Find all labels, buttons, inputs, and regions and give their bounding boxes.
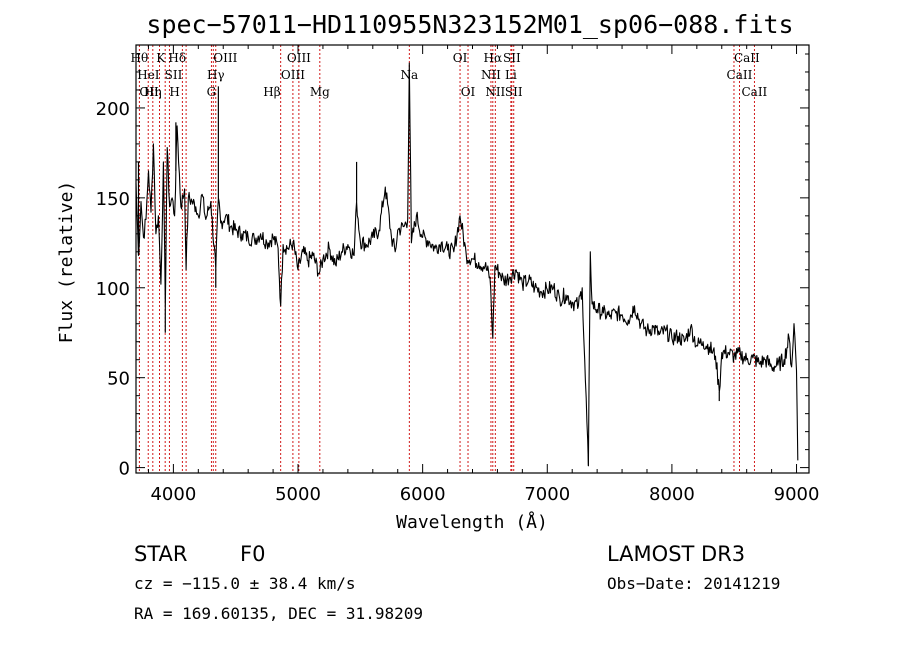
line-label-24: CaII bbox=[734, 51, 760, 65]
x-axis-ticks: 4000 5000 6000 7000 8000 9000 bbox=[147, 45, 820, 505]
line-label-7: Hδ bbox=[168, 51, 186, 65]
spectrum-line bbox=[135, 62, 799, 467]
coords-text: RA = 169.60135, DEC = 31.98209 bbox=[134, 604, 423, 623]
y-tick-label-1: 50 bbox=[107, 369, 130, 390]
line-label-21: Li bbox=[505, 68, 517, 82]
y-axis-ticks: 0 50 100 150 200 bbox=[96, 53, 809, 480]
line-markers bbox=[138, 45, 755, 473]
x-tick-label-5: 9000 bbox=[774, 484, 820, 505]
spectrum-spikes bbox=[137, 86, 720, 466]
y-tick-label-3: 150 bbox=[96, 189, 130, 210]
line-label-8: G bbox=[207, 85, 217, 99]
x-tick-label-0: 4000 bbox=[150, 484, 196, 505]
line-label-22: SII bbox=[503, 51, 521, 65]
line-label-11: Hβ bbox=[263, 85, 280, 99]
y-tick-label-0: 0 bbox=[119, 459, 130, 480]
object-class: STAR bbox=[134, 542, 187, 566]
line-label-9: OIII bbox=[213, 51, 237, 65]
line-label-17: OI bbox=[461, 85, 476, 99]
line-label-14: Mg bbox=[310, 85, 330, 99]
line-label-1: Hθ bbox=[131, 51, 149, 65]
y-tick-label-4: 200 bbox=[96, 99, 130, 120]
line-label-25: CaII bbox=[727, 68, 753, 82]
x-tick-label-3: 7000 bbox=[524, 484, 570, 505]
x-tick-label-4: 8000 bbox=[649, 484, 695, 505]
line-label-6: SII bbox=[165, 68, 183, 82]
line-label-10: Hγ bbox=[207, 68, 225, 82]
object-subclass: F0 bbox=[240, 542, 265, 566]
line-label-4: K bbox=[156, 51, 166, 65]
line-label-19: Hα bbox=[484, 51, 503, 65]
chart-title: spec−57011−HD110955N323152M01_sp06−088.f… bbox=[146, 10, 793, 39]
y-tick-label-2: 100 bbox=[96, 279, 130, 300]
line-label-5: H bbox=[169, 85, 179, 99]
x-tick-label-1: 5000 bbox=[275, 484, 321, 505]
line-label-0: OII bbox=[139, 85, 159, 99]
line-label-2: Hη bbox=[144, 85, 162, 99]
line-label-12: OIII bbox=[281, 68, 305, 82]
line-label-13: OIII bbox=[287, 51, 311, 65]
line-label-23: SII bbox=[505, 85, 523, 99]
survey-name: LAMOST DR3 bbox=[607, 542, 745, 566]
line-label-16: OI bbox=[453, 51, 468, 65]
line-labels: OIIHθHηHeIKHSIIHδGOIIIHγHβOIIIOIIIMgNaOI… bbox=[131, 51, 768, 99]
x-axis-label: Wavelength (Å) bbox=[396, 511, 548, 533]
line-label-26: CaII bbox=[741, 85, 767, 99]
y-axis-label: Flux (relative) bbox=[56, 181, 77, 344]
obs-date-text: Obs−Date: 20141219 bbox=[607, 574, 780, 593]
line-label-3: HeI bbox=[137, 68, 160, 82]
line-label-20: NII bbox=[485, 85, 505, 99]
x-tick-label-2: 6000 bbox=[400, 484, 446, 505]
redshift-text: cz = −115.0 ± 38.4 km/s bbox=[134, 574, 356, 593]
line-label-18: NII bbox=[481, 68, 501, 82]
